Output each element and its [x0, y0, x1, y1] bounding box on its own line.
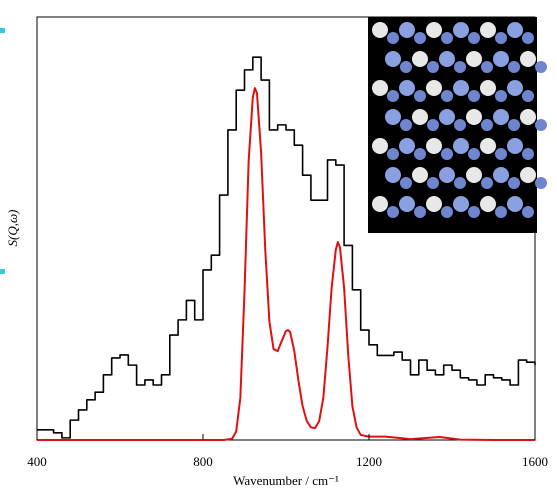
- atom: [453, 138, 469, 154]
- atom: [412, 109, 428, 125]
- atom: [400, 177, 412, 189]
- atom: [427, 177, 439, 189]
- atom: [495, 90, 507, 102]
- atom: [480, 22, 496, 38]
- atom: [454, 119, 466, 131]
- atom: [493, 109, 509, 125]
- atom: [520, 109, 536, 125]
- atom: [454, 177, 466, 189]
- atom: [508, 177, 520, 189]
- molecule: [372, 22, 547, 218]
- atom: [414, 90, 426, 102]
- plot-area: [37, 56, 536, 441]
- atom: [453, 196, 469, 212]
- atom: [522, 148, 534, 160]
- atom: [399, 138, 415, 154]
- atom: [520, 167, 536, 183]
- atom: [399, 196, 415, 212]
- x-tick-label: 1200: [356, 454, 382, 469]
- atom: [414, 32, 426, 44]
- x-tick-label: 400: [27, 454, 47, 469]
- atom: [480, 138, 496, 154]
- atom: [399, 80, 415, 96]
- atom: [412, 51, 428, 67]
- atom: [426, 138, 442, 154]
- y-axis-label: S(Q,ω): [5, 210, 20, 247]
- atom: [508, 119, 520, 131]
- atom: [399, 22, 415, 38]
- atom: [481, 61, 493, 73]
- atom: [495, 32, 507, 44]
- atom: [414, 148, 426, 160]
- atom: [412, 167, 428, 183]
- atom: [414, 206, 426, 218]
- atom: [400, 61, 412, 73]
- atom: [372, 80, 388, 96]
- marker-square: [0, 269, 5, 274]
- atom: [387, 32, 399, 44]
- atom: [441, 32, 453, 44]
- atom: [495, 206, 507, 218]
- atom: [441, 206, 453, 218]
- atom: [522, 32, 534, 44]
- atom: [466, 109, 482, 125]
- atom: [439, 167, 455, 183]
- atom: [468, 206, 480, 218]
- atom: [507, 138, 523, 154]
- atom: [441, 148, 453, 160]
- atom: [427, 119, 439, 131]
- atom: [468, 90, 480, 102]
- atom: [480, 80, 496, 96]
- series-line: [37, 87, 535, 441]
- x-tick-label: 800: [193, 454, 213, 469]
- atom: [372, 196, 388, 212]
- atom: [439, 109, 455, 125]
- atom: [481, 177, 493, 189]
- atom: [453, 22, 469, 38]
- atom: [507, 196, 523, 212]
- atom: [427, 61, 439, 73]
- marker-square: [0, 28, 5, 33]
- atom: [481, 119, 493, 131]
- x-tick-label: 1600: [522, 454, 548, 469]
- atom: [385, 109, 401, 125]
- atom: [385, 167, 401, 183]
- atom: [468, 32, 480, 44]
- atom: [508, 61, 520, 73]
- atom: [535, 119, 547, 131]
- atom: [453, 80, 469, 96]
- atom: [385, 51, 401, 67]
- atom: [535, 61, 547, 73]
- atom: [426, 80, 442, 96]
- atom: [454, 61, 466, 73]
- series-line: [37, 56, 536, 439]
- atom: [372, 138, 388, 154]
- atom: [426, 22, 442, 38]
- x-axis-label: Wavenumber / cm⁻¹: [233, 473, 339, 488]
- atom: [387, 90, 399, 102]
- atom: [520, 51, 536, 67]
- atom: [466, 167, 482, 183]
- atom: [507, 22, 523, 38]
- atom: [480, 196, 496, 212]
- atom: [372, 22, 388, 38]
- atom: [522, 90, 534, 102]
- atom: [535, 177, 547, 189]
- atom: [493, 51, 509, 67]
- atom: [387, 148, 399, 160]
- atom: [426, 196, 442, 212]
- atom: [522, 206, 534, 218]
- atom: [493, 167, 509, 183]
- inset: [368, 17, 547, 233]
- atom: [387, 206, 399, 218]
- atom: [507, 80, 523, 96]
- atom: [441, 90, 453, 102]
- atom: [468, 148, 480, 160]
- atom: [439, 51, 455, 67]
- atom: [400, 119, 412, 131]
- atom: [495, 148, 507, 160]
- atom: [466, 51, 482, 67]
